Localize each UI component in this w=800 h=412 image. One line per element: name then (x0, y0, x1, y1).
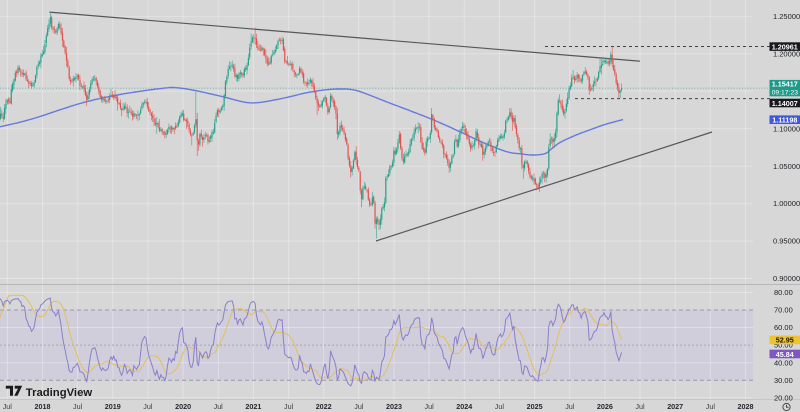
svg-text:2023: 2023 (386, 402, 402, 411)
svg-text:Jul: Jul (3, 402, 13, 411)
svg-text:45.84: 45.84 (776, 350, 794, 359)
svg-text:52.95: 52.95 (776, 336, 794, 345)
svg-text:2021: 2021 (245, 402, 261, 411)
svg-text:50.00: 50.00 (774, 341, 793, 350)
svg-text:0.95000: 0.95000 (773, 237, 800, 246)
svg-text:20.00: 20.00 (774, 393, 793, 402)
svg-text:TradingView: TradingView (26, 387, 93, 399)
svg-text:2027: 2027 (667, 402, 683, 411)
svg-text:Jul: Jul (354, 402, 364, 411)
svg-text:80.00: 80.00 (774, 288, 793, 297)
svg-text:2026: 2026 (597, 402, 613, 411)
svg-text:Jul: Jul (73, 402, 83, 411)
svg-text:1.14007: 1.14007 (772, 99, 798, 108)
svg-text:2028: 2028 (738, 402, 754, 411)
svg-text:2024: 2024 (456, 402, 472, 411)
svg-text:Jul: Jul (143, 402, 153, 411)
svg-text:Jul: Jul (565, 402, 575, 411)
svg-text:1.00000: 1.00000 (773, 199, 800, 208)
svg-text:1.05000: 1.05000 (773, 162, 800, 171)
svg-text:1.11198: 1.11198 (772, 116, 797, 125)
svg-text:40.00: 40.00 (774, 358, 793, 367)
svg-text:70.00: 70.00 (774, 306, 793, 315)
svg-text:1.25000: 1.25000 (773, 12, 800, 21)
svg-text:09:17:23: 09:17:23 (772, 90, 799, 97)
svg-text:2019: 2019 (105, 402, 121, 411)
svg-text:60.00: 60.00 (774, 323, 793, 332)
svg-text:Jul: Jul (706, 402, 716, 411)
svg-text:Jul: Jul (635, 402, 645, 411)
svg-text:Jul: Jul (214, 402, 224, 411)
svg-text:2025: 2025 (527, 402, 543, 411)
svg-text:1.15417: 1.15417 (772, 80, 798, 89)
svg-text:0.90000: 0.90000 (773, 274, 800, 283)
svg-text:Jul: Jul (424, 402, 434, 411)
svg-text:2018: 2018 (35, 402, 51, 411)
svg-text:Jul: Jul (284, 402, 294, 411)
svg-text:2022: 2022 (316, 402, 332, 411)
svg-text:Jul: Jul (495, 402, 505, 411)
svg-text:1.10000: 1.10000 (773, 124, 800, 133)
svg-text:1.20000: 1.20000 (773, 49, 800, 58)
svg-text:2020: 2020 (175, 402, 191, 411)
svg-text:1.20961: 1.20961 (772, 42, 798, 51)
svg-text:30.00: 30.00 (774, 376, 793, 385)
